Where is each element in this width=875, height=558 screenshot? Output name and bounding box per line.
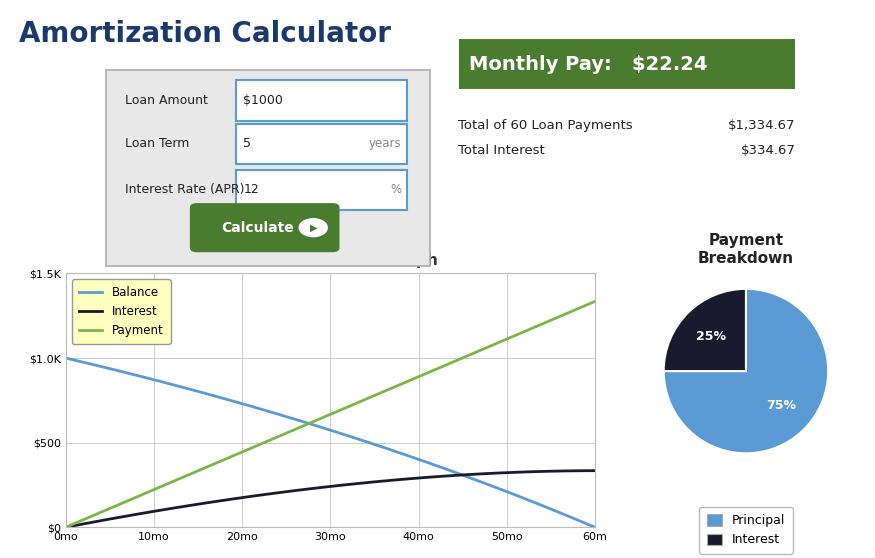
Balance (519, 495, 529, 502)
Text: $334.67: $334.67 (740, 144, 795, 157)
Payment (343, 403, 354, 410)
Title: Payment
Breakdown: Payment Breakdown (698, 233, 794, 266)
Text: Amortization Calculator: Amortization Calculator (19, 20, 391, 47)
Text: $1000: $1000 (243, 94, 284, 107)
Payment (590, 298, 600, 305)
Text: 75%: 75% (766, 400, 796, 412)
Text: %: % (390, 183, 402, 196)
Interest (246, 493, 256, 500)
Balance (343, 432, 354, 439)
Payment (378, 388, 388, 395)
Payment (60, 524, 71, 531)
Text: Total of 60 Loan Payments: Total of 60 Loan Payments (458, 119, 634, 132)
Text: Total Interest: Total Interest (458, 144, 545, 157)
Wedge shape (664, 289, 746, 371)
Legend: Principal, Interest: Principal, Interest (699, 507, 793, 554)
Text: $1,334.67: $1,334.67 (728, 119, 795, 132)
Line: Interest: Interest (66, 470, 595, 527)
Balance (246, 403, 256, 410)
Interest (590, 467, 600, 474)
Text: ▶: ▶ (310, 223, 317, 233)
Balance (590, 524, 600, 531)
Interest (343, 481, 354, 488)
Text: Loan Amount: Loan Amount (125, 94, 208, 107)
Text: 25%: 25% (696, 330, 726, 343)
Text: years: years (369, 137, 402, 151)
Balance (184, 386, 194, 392)
Title: Loan Amortization Graph: Loan Amortization Graph (223, 253, 438, 268)
Balance (60, 355, 71, 362)
Balance (378, 444, 388, 451)
Text: Loan Term: Loan Term (125, 137, 190, 151)
Interest (519, 469, 529, 475)
Payment (519, 328, 529, 335)
Legend: Balance, Interest, Payment: Balance, Interest, Payment (72, 280, 171, 344)
Interest (60, 524, 71, 531)
Line: Balance: Balance (66, 358, 595, 527)
Text: Calculate: Calculate (221, 220, 294, 235)
Wedge shape (664, 289, 828, 453)
Text: Monthly Pay:   $22.24: Monthly Pay: $22.24 (469, 55, 708, 74)
Payment (166, 479, 177, 485)
Interest (166, 505, 177, 512)
Line: Payment: Payment (66, 301, 595, 527)
Balance (166, 381, 177, 388)
Interest (184, 502, 194, 509)
Payment (184, 472, 194, 478)
Payment (246, 445, 256, 451)
Text: Interest Rate (APR): Interest Rate (APR) (125, 183, 245, 196)
Text: 5: 5 (243, 137, 251, 151)
Text: 12: 12 (243, 183, 259, 196)
Interest (378, 478, 388, 484)
